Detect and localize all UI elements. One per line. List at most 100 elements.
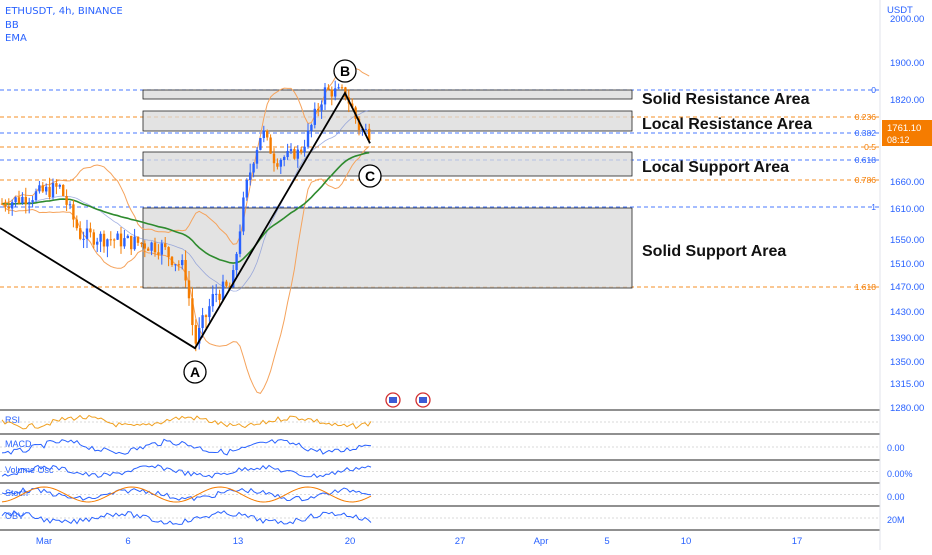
candle-body — [330, 89, 333, 97]
pane-value-3: 0.00 — [887, 492, 905, 502]
candle-body — [79, 228, 82, 239]
point-B-circle — [333, 59, 357, 83]
symbol-title[interactable]: ETHUSDT, 4h, BINANCE — [5, 6, 123, 17]
candle-body — [221, 281, 225, 300]
candle-body — [153, 242, 157, 253]
candle-body — [75, 219, 78, 229]
candle-body — [17, 197, 21, 204]
fib-label-7: 1.618 — [855, 282, 877, 292]
candle-body — [296, 149, 299, 159]
point-A-label: A — [190, 364, 200, 380]
candle-body — [109, 239, 112, 241]
candle-body — [293, 149, 296, 159]
candle-body — [286, 150, 289, 158]
bb-indicator-label[interactable]: BB — [5, 20, 19, 31]
candle-body — [191, 298, 194, 326]
pane-line-4 — [1, 510, 372, 525]
candle-body — [252, 163, 255, 173]
candle-body — [113, 239, 116, 241]
time-tick-3: 20 — [345, 536, 356, 547]
candle-body — [170, 256, 174, 265]
candle-body — [164, 243, 167, 248]
candle-body — [45, 186, 48, 192]
candle-body — [218, 293, 221, 300]
zone-label-2: Local Support Area — [642, 159, 789, 176]
pane-line-1 — [1, 438, 372, 456]
candle-body — [283, 157, 286, 161]
candle-body — [313, 108, 316, 125]
candle-body — [140, 242, 143, 244]
pane-label-4: OBV — [5, 511, 24, 521]
price-tick-7: 1550.00 — [890, 235, 924, 246]
candle-body — [130, 235, 133, 250]
candle-body — [187, 280, 191, 299]
us-flag-event-icon — [419, 397, 427, 403]
time-tick-8: 17 — [792, 536, 803, 547]
candle-body — [89, 228, 92, 233]
candle-body — [34, 191, 38, 201]
candle-body — [238, 231, 242, 254]
candle-body — [167, 247, 170, 257]
price-tick-13: 1315.00 — [890, 379, 924, 390]
zone-box-3 — [142, 207, 633, 289]
candle-body — [92, 232, 95, 245]
candle-body — [232, 270, 235, 288]
candle-body — [38, 185, 41, 192]
zone-label-1: Local Resistance Area — [642, 116, 812, 133]
fib-label-1: 0.236 — [855, 112, 877, 122]
candle-body — [337, 87, 340, 89]
candle-body — [96, 241, 99, 245]
candle-body — [245, 179, 248, 198]
price-tick-14: 1280.00 — [890, 403, 924, 414]
candle-body — [48, 186, 51, 198]
candle-body — [4, 203, 7, 207]
candle-body — [150, 242, 153, 251]
pane-label-0: RSI — [5, 415, 20, 425]
candle-body — [289, 149, 293, 151]
candle-body — [116, 233, 119, 240]
candle-body — [143, 243, 146, 249]
candle-body — [317, 108, 320, 111]
candle-body — [72, 204, 75, 220]
price-tick-2: 1820.00 — [890, 95, 924, 106]
candle-body — [85, 228, 89, 239]
candle-body — [119, 233, 123, 247]
candle-body — [11, 202, 14, 209]
candle-body — [266, 130, 269, 138]
price-tick-5: 1660.00 — [890, 177, 924, 188]
ema-indicator-label[interactable]: EMA — [5, 33, 27, 44]
ema-line — [1, 151, 370, 264]
us-flag-event-icon — [389, 397, 397, 403]
candle-body — [41, 185, 44, 192]
zone-label-0: Solid Resistance Area — [642, 91, 810, 108]
pane-line-2 — [1, 464, 372, 479]
candle-body — [58, 184, 61, 187]
time-tick-1: 6 — [125, 536, 130, 547]
candle-body — [102, 233, 106, 247]
point-C-circle — [358, 164, 382, 188]
candle-body — [21, 196, 24, 204]
candle-body — [327, 87, 330, 90]
candle-body — [262, 130, 265, 139]
candle-body — [204, 315, 208, 318]
fib-label-3: 0.5 — [864, 142, 876, 152]
price-tick-9: 1470.00 — [890, 282, 924, 293]
candle-body — [147, 248, 150, 251]
price-tick-11: 1390.00 — [890, 333, 924, 344]
zone-label-3: Solid Support Area — [642, 243, 786, 260]
candle-body — [184, 260, 187, 281]
zone-box-0 — [142, 89, 633, 100]
candle-body — [157, 252, 160, 255]
candle-body — [276, 163, 279, 167]
candle-body — [208, 306, 211, 318]
candle-body — [126, 235, 129, 239]
price-tick-1: 1900.00 — [890, 58, 924, 69]
candle-body — [357, 118, 361, 130]
candle-body — [181, 260, 184, 266]
candle-body — [235, 253, 238, 271]
candle-body — [323, 87, 327, 105]
zone-box-1 — [142, 110, 633, 132]
abc-pattern-line — [0, 91, 371, 350]
